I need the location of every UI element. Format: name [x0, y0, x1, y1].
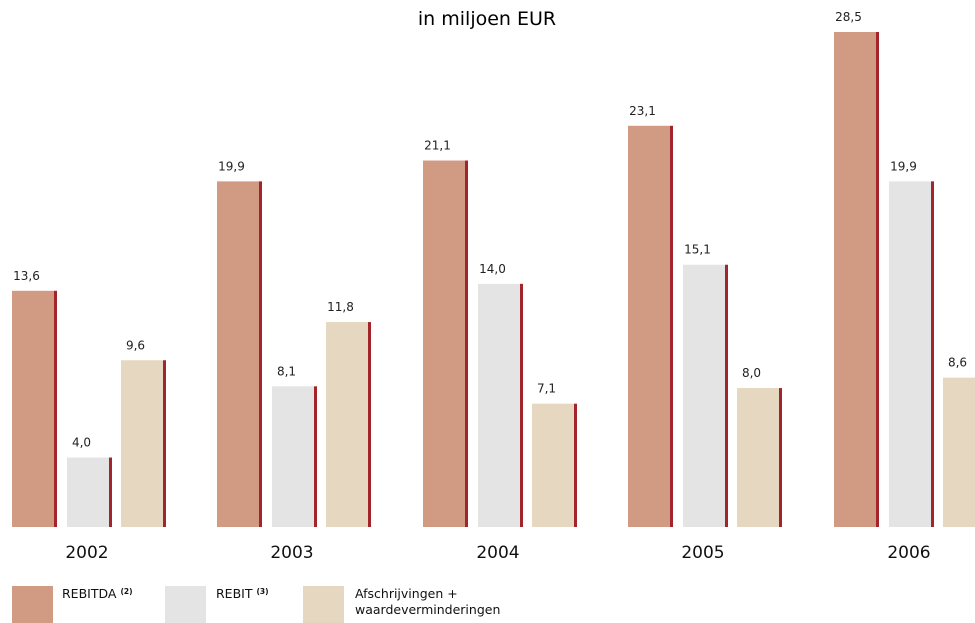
bar-2003-series-2: [272, 386, 314, 527]
bar-2003-series-3: [326, 322, 368, 527]
value-labels-group: 13,6 4,0 9,6 19,9 8,1 11,8 21,1 14,0 7,1 23,1 15,1…: [13, 10, 967, 450]
value-label-2004-series-2: 14,0: [479, 262, 506, 276]
bar-edge-2005-series-1: [670, 125, 673, 527]
bar-edge-2003-series-2: [314, 386, 317, 527]
bar-edge-2003-series-1: [259, 181, 262, 528]
value-label-2002-series-2: 4,0: [72, 436, 91, 450]
bar-edge-2003-series-3: [368, 322, 371, 527]
legend-swatch-series-3: [303, 586, 344, 623]
legend-footnote-series-2: (3): [256, 587, 268, 596]
bar-edge-2002-series-3: [163, 360, 166, 527]
bar-2006-series-2: [889, 181, 931, 528]
legend-label-series-1: REBITDA (2): [62, 586, 133, 601]
legend-label-series-3-line-1: Afschrijvingen +: [355, 586, 458, 601]
bar-2005-series-3: [737, 388, 779, 527]
category-label-2003: 2003: [270, 543, 313, 563]
category-label-2004: 2004: [476, 543, 519, 563]
value-label-2006-series-2: 19,9: [890, 159, 917, 173]
value-label-2002-series-3: 9,6: [126, 338, 145, 352]
bar-edge-2006-series-1: [876, 32, 879, 527]
bar-edge-2002-series-1: [54, 290, 57, 527]
bars-group: [12, 32, 975, 528]
bar-edge-2004-series-3: [574, 403, 577, 527]
category-label-2006: 2006: [887, 543, 930, 563]
category-label-2002: 2002: [65, 543, 108, 563]
legend-label-series-2: REBIT (3): [216, 586, 269, 601]
bar-edge-2004-series-1: [465, 160, 468, 528]
bar-2004-series-1: [423, 160, 465, 528]
bar-2004-series-2: [478, 283, 520, 527]
legend-swatch-series-2: [165, 586, 206, 623]
value-label-2005-series-2: 15,1: [684, 243, 711, 257]
bar-edge-2005-series-3: [779, 388, 782, 527]
bar-2002-series-3: [121, 360, 163, 527]
value-label-2006-series-1: 28,5: [835, 10, 862, 24]
value-label-2005-series-3: 8,0: [742, 366, 761, 380]
bar-2005-series-2: [683, 264, 725, 527]
value-label-2005-series-1: 23,1: [629, 104, 656, 118]
legend-swatch-series-1: [12, 586, 53, 623]
bar-2005-series-1: [628, 125, 670, 527]
value-label-2006-series-3: 8,6: [948, 356, 967, 370]
value-label-2004-series-3: 7,1: [537, 382, 556, 396]
bar-2002-series-1: [12, 290, 54, 527]
bar-edge-2005-series-2: [725, 264, 728, 527]
bar-2006-series-3: [943, 377, 975, 527]
value-label-2004-series-1: 21,1: [424, 139, 451, 153]
bar-2006-series-1: [834, 32, 876, 527]
legend-footnote-series-1: (2): [120, 587, 132, 596]
legend-label-series-3-line-2: waardeverminderingen: [355, 602, 500, 617]
category-labels-group: 2002 2003 2004 2005 2006: [65, 543, 930, 563]
value-label-2002-series-1: 13,6: [13, 269, 40, 283]
value-label-2003-series-3: 11,8: [327, 300, 354, 314]
bar-2003-series-1: [217, 181, 259, 528]
bar-edge-2006-series-2: [931, 181, 934, 528]
chart-title: in miljoen EUR: [418, 8, 556, 30]
category-label-2005: 2005: [681, 543, 724, 563]
bar-2002-series-2: [67, 457, 109, 527]
value-label-2003-series-1: 19,9: [218, 159, 245, 173]
bar-edge-2002-series-2: [109, 457, 112, 527]
value-label-2003-series-2: 8,1: [277, 364, 296, 378]
legend: REBITDA (2) REBIT (3) Afschrijvingen +waarde…: [12, 586, 500, 623]
bar-edge-2004-series-2: [520, 283, 523, 527]
bar-2004-series-3: [532, 403, 574, 527]
